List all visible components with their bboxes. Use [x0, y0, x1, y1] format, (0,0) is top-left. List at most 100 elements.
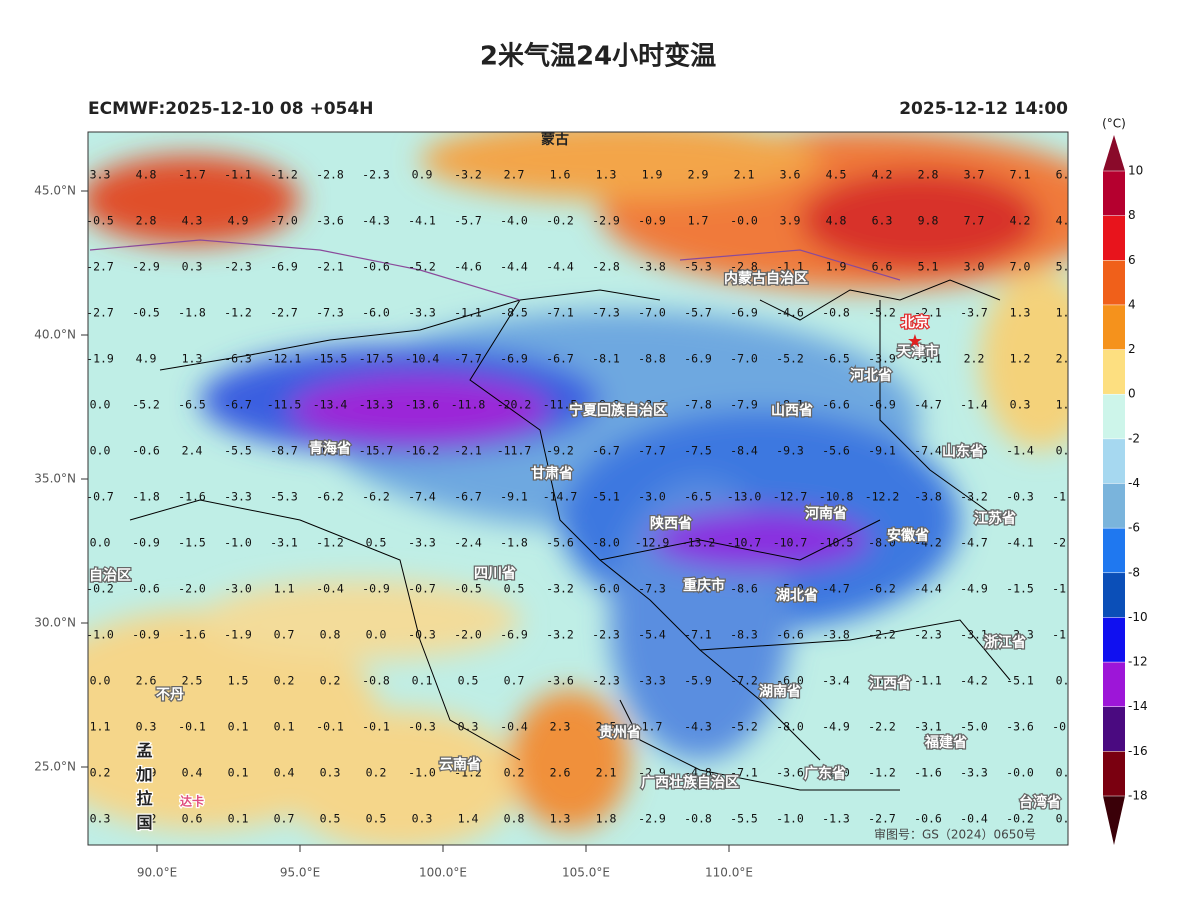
grid-value: -12.2	[865, 490, 900, 504]
grid-value: 0.0	[90, 536, 111, 550]
grid-value: 1.2	[1010, 352, 1031, 366]
grid-value: -6.5	[178, 398, 206, 412]
grid-value: -4.6	[776, 306, 804, 320]
grid-value: -7.0	[638, 306, 666, 320]
colorbar-label: 8	[1128, 208, 1136, 222]
grid-value: -6.2	[316, 490, 344, 504]
place-label: 内蒙古自治区	[724, 270, 808, 287]
grid-value: -8.3	[730, 628, 758, 642]
colorbar-label: 2	[1128, 342, 1136, 356]
grid-value: -0.8	[362, 674, 390, 688]
grid-value: 1.9	[642, 168, 663, 182]
grid-value: 3.0	[964, 260, 985, 274]
grid-value: -3.6	[1006, 720, 1034, 734]
grid-value: 4.9	[1056, 214, 1077, 228]
grid-value: -8.1	[776, 398, 804, 412]
grid-value: -4.9	[960, 582, 988, 596]
grid-value: 1.5	[228, 674, 249, 688]
grid-value: -8.7	[270, 444, 298, 458]
place-label: 蒙古	[541, 131, 569, 148]
grid-value: -2.0	[178, 582, 206, 596]
grid-value: -0.6	[914, 812, 942, 826]
grid-value: 1.3	[596, 168, 617, 182]
grid-value: -2.1	[914, 306, 942, 320]
place-label: 江西省	[869, 675, 911, 692]
grid-value: 0.6	[182, 812, 203, 826]
colorbar-cap	[1103, 135, 1125, 171]
place-label: 台湾省	[1019, 794, 1061, 811]
colorbar-label: -2	[1128, 431, 1140, 445]
grid-value: -1.2	[224, 306, 252, 320]
grid-value: 0.0	[90, 444, 111, 458]
y-tick-label: 35.0°N	[34, 472, 76, 486]
grid-value: 2.4	[182, 444, 203, 458]
grid-value: -5.3	[270, 490, 298, 504]
grid-value: -1.1	[454, 306, 482, 320]
grid-value: 0.7	[274, 628, 295, 642]
grid-value: 0.8	[504, 812, 525, 826]
colorbar-label: 10	[1128, 164, 1143, 178]
place-label: 河北省	[850, 367, 892, 384]
grid-value: 7.0	[1010, 260, 1031, 274]
grid-value: -12.7	[773, 490, 808, 504]
grid-value: 0.5	[366, 812, 387, 826]
grid-value: -0.0	[730, 214, 758, 228]
grid-value: -20.2	[497, 398, 532, 412]
colorbar-label: -6	[1128, 521, 1140, 535]
grid-value: -13.3	[359, 398, 394, 412]
grid-value: 1.3	[182, 352, 203, 366]
grid-value: 1.6	[550, 168, 571, 182]
grid-value: 0.0	[90, 674, 111, 688]
grid-value: -1.0	[408, 766, 436, 780]
grid-value: -5.5	[730, 812, 758, 826]
grid-value: -6.2	[868, 582, 896, 596]
grid-value: -1.1	[224, 168, 252, 182]
grid-value: -3.0	[638, 490, 666, 504]
place-label: 广西壮族自治区	[641, 774, 739, 791]
grid-value: 1.7	[688, 214, 709, 228]
grid-value: -1.6	[178, 628, 206, 642]
colorbar-label: -14	[1128, 699, 1148, 713]
grid-value: -4.3	[684, 720, 712, 734]
grid-value: -0.3	[1006, 490, 1034, 504]
grid-value: -2.5	[1052, 536, 1080, 550]
y-tick-label: 30.0°N	[34, 616, 76, 630]
grid-value: -1.8	[1052, 628, 1080, 642]
grid-value: 1.0	[1056, 306, 1077, 320]
grid-value: -3.8	[638, 260, 666, 274]
grid-value: -4.1	[408, 214, 436, 228]
grid-value: -1.2	[868, 766, 896, 780]
grid-value: -4.8	[684, 766, 712, 780]
colorbar-bin	[1103, 528, 1125, 573]
grid-value: -4.4	[500, 260, 528, 274]
colorbar-label: 6	[1128, 253, 1136, 267]
grid-value: -0.5	[454, 582, 482, 596]
grid-value: 4.5	[826, 168, 847, 182]
grid-value: -10.5	[819, 536, 854, 550]
grid-value: -8.5	[500, 306, 528, 320]
grid-value: 6.3	[1056, 168, 1077, 182]
grid-value: 0.0	[366, 628, 387, 642]
grid-value: -11.7	[497, 444, 532, 458]
grid-value: 0.5	[366, 536, 387, 550]
grid-value: -8.6	[730, 582, 758, 596]
grid-value: -9.3	[776, 444, 804, 458]
grid-value: -7.7	[638, 444, 666, 458]
place-label: 陕西省	[650, 515, 692, 532]
colorbar-cap	[1103, 796, 1125, 845]
grid-value: -1.0	[776, 812, 804, 826]
grid-value: -1.1	[914, 674, 942, 688]
colorbar-bin	[1103, 706, 1125, 752]
grid-value: 0.4	[274, 766, 295, 780]
grid-value: -10.4	[405, 352, 440, 366]
grid-value: -3.2	[546, 628, 574, 642]
grid-value: -6.6	[776, 628, 804, 642]
grid-value: 0.2	[136, 812, 157, 826]
grid-value: 1.9	[826, 260, 847, 274]
grid-value: -2.1	[454, 444, 482, 458]
grid-value: -3.4	[868, 674, 896, 688]
grid-value: -3.6	[316, 214, 344, 228]
grid-value: -2.7	[86, 306, 114, 320]
